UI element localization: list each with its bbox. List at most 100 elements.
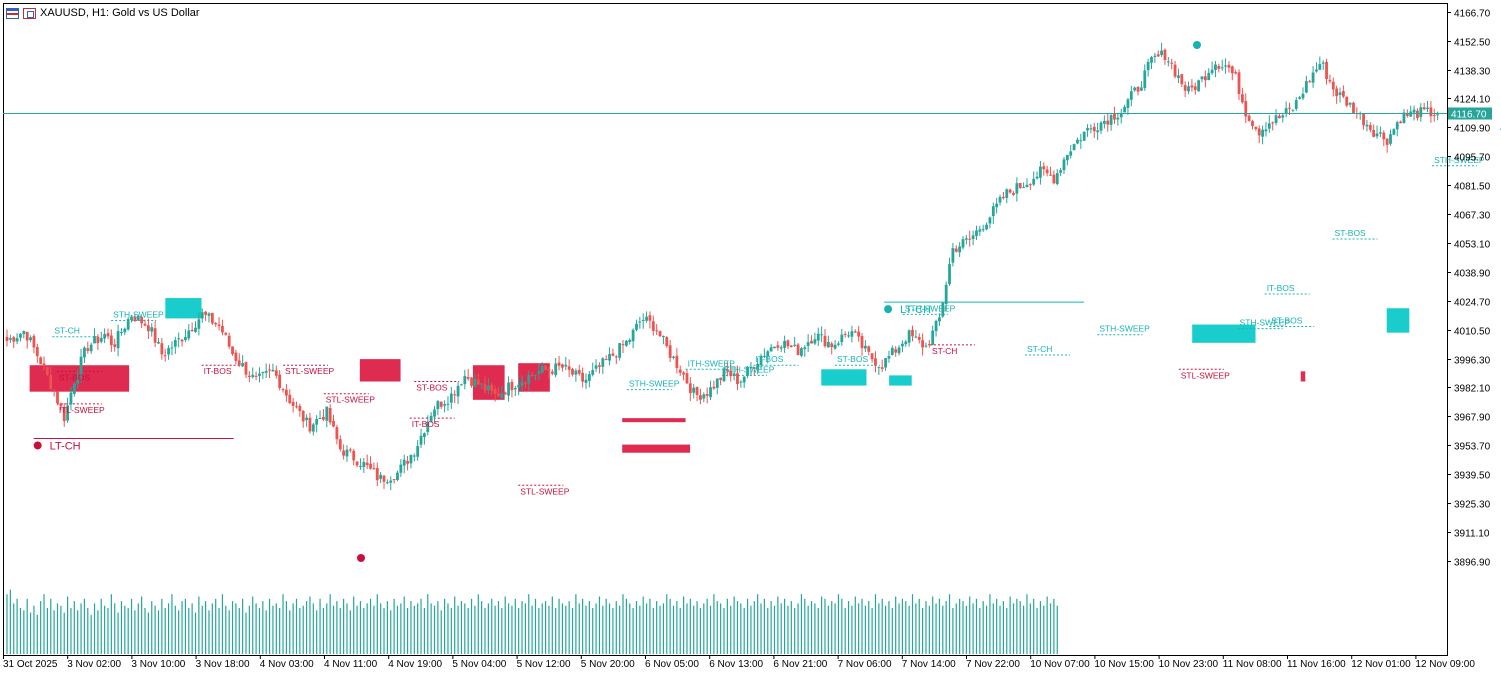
candle-body: [1203, 76, 1207, 81]
candle-body: [870, 353, 874, 360]
candle-body: [685, 373, 689, 384]
chart-window-icon[interactable]: [23, 7, 36, 19]
candle-body: [170, 347, 174, 349]
candle-body: [123, 328, 127, 333]
candle-body: [1247, 115, 1251, 121]
candle-body: [1412, 109, 1416, 113]
price-tick-label: 4053.10: [1454, 240, 1491, 251]
candle-body: [318, 417, 322, 419]
candle-body: [1338, 92, 1342, 95]
candle-body: [322, 416, 325, 420]
candle-body: [1352, 102, 1355, 114]
candle-body: [601, 358, 605, 367]
candle-body: [981, 229, 985, 231]
candle-body: [1102, 120, 1106, 124]
candle-body: [254, 375, 258, 377]
candle-body: [214, 323, 218, 325]
candle-body: [1187, 86, 1190, 92]
candle-body: [614, 356, 618, 358]
candle-body: [867, 346, 871, 352]
candle-body: [1240, 94, 1244, 103]
candle-body: [210, 312, 214, 324]
candle-body: [1133, 87, 1137, 91]
candle-body: [59, 403, 63, 407]
time-tick-label: 3 Nov 18:00: [196, 659, 250, 670]
candle-body: [278, 374, 282, 389]
structure-label: ST-CH: [54, 326, 80, 336]
candle-body: [773, 346, 776, 349]
candle-body: [540, 365, 544, 373]
candle-body: [1331, 81, 1335, 90]
candle-body: [1254, 126, 1258, 129]
candle-body: [901, 343, 904, 347]
candle-body: [668, 345, 672, 358]
candle-body: [5, 336, 9, 341]
candle-body: [927, 344, 931, 346]
candle-body: [611, 353, 615, 356]
candle-body: [860, 336, 864, 349]
candle-body: [944, 284, 948, 305]
candle-body: [12, 337, 16, 342]
structure-label: ST-BOS: [1271, 316, 1303, 326]
candle-body: [682, 372, 686, 375]
candle-body: [241, 363, 245, 367]
candle-body: [766, 351, 770, 357]
price-tick-label: 4109.90: [1454, 124, 1491, 135]
candle-body: [66, 405, 69, 421]
candle-body: [476, 379, 480, 385]
candle-body: [466, 376, 470, 379]
candle-body: [184, 337, 187, 340]
candle-body: [961, 239, 965, 248]
candle-body: [1166, 61, 1170, 63]
candle-body: [113, 344, 117, 347]
candle-body: [1214, 64, 1217, 70]
candle-body: [207, 313, 211, 316]
candle-body: [372, 468, 376, 470]
structure-label: ST-CH: [1027, 344, 1053, 354]
time-tick-label: 4 Nov 03:00: [260, 659, 314, 670]
candle-body: [591, 370, 595, 375]
current-price-layer: 4116.70: [3, 107, 1492, 120]
candle-body: [1422, 107, 1426, 110]
structure-label: ST-BOS: [837, 354, 869, 364]
time-tick-label: 5 Nov 20:00: [581, 659, 635, 670]
candle-body: [695, 386, 699, 395]
candle-body: [557, 362, 561, 366]
candle-body: [1062, 159, 1066, 171]
candle-body: [571, 369, 574, 375]
candle-body: [96, 336, 100, 344]
price-axis[interactable]: 4166.70 4152.50 4138.30 4124.10 4109.90 4095.…: [1447, 9, 1491, 569]
candle-body: [453, 394, 457, 396]
candle-body: [190, 329, 194, 332]
candle-body: [22, 331, 26, 335]
candle-body: [338, 439, 342, 450]
price-tick-label: 4081.50: [1454, 182, 1491, 193]
time-tick-label: 12 Nov 09:00: [1415, 659, 1475, 670]
candle-body: [1328, 79, 1332, 82]
candle-body: [295, 406, 298, 408]
price-tick-label: 4095.70: [1454, 153, 1491, 164]
candle-body: [1126, 99, 1130, 108]
candle-body: [756, 363, 760, 370]
time-axis[interactable]: 31 Oct 2025 3 Nov 02:00 3 Nov 10:00 3 Nov 1…: [3, 655, 1475, 670]
candle-body: [352, 450, 356, 461]
swing-point-marker: [357, 554, 365, 562]
candle-body: [1005, 189, 1009, 198]
candle-body: [227, 335, 231, 347]
candle-body: [1109, 115, 1113, 125]
symbol-list-icon[interactable]: [6, 7, 19, 19]
candle-body: [83, 347, 86, 358]
candle-body: [493, 389, 497, 394]
bearish-zone: [359, 359, 401, 382]
structure-label: STL-SWEEP: [285, 366, 334, 376]
candle-body: [1086, 128, 1089, 131]
candle-body: [803, 347, 807, 350]
candle-body: [436, 401, 440, 410]
candle-body: [1399, 121, 1403, 124]
candle-body: [1429, 107, 1433, 117]
candle-body: [402, 459, 406, 466]
time-tick-label: 10 Nov 23:00: [1159, 659, 1219, 670]
bullish-zone: [889, 375, 912, 386]
candle-body: [715, 378, 719, 388]
